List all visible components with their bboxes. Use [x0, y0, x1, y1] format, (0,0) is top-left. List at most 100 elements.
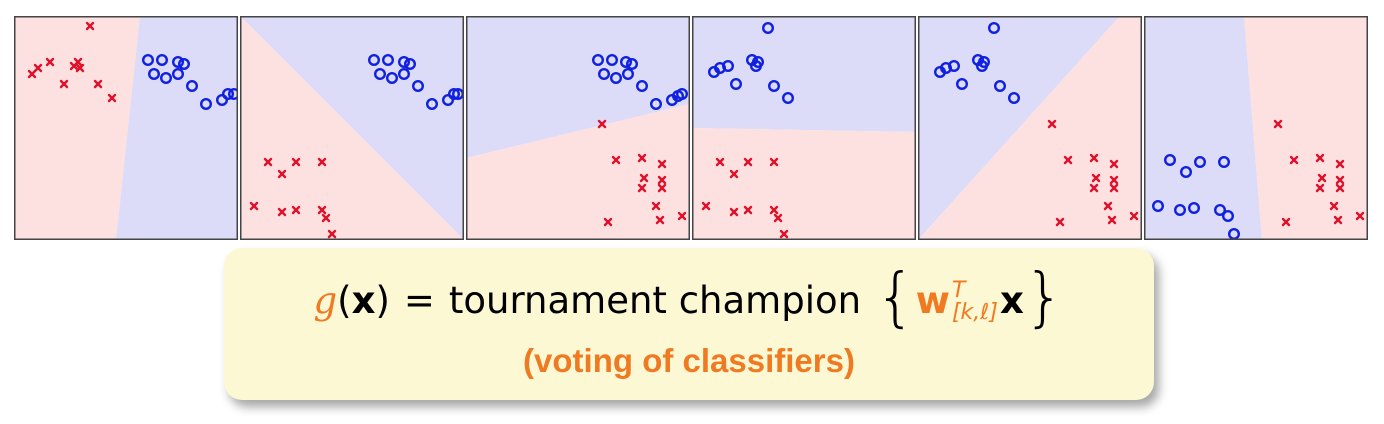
cross-point: [263, 157, 273, 167]
red-region: [918, 16, 1142, 240]
circle-point: [199, 97, 212, 110]
cross-point: [327, 229, 337, 239]
circle-point: [781, 91, 794, 104]
formula-x: x: [351, 278, 376, 322]
cross-point: [715, 157, 725, 167]
circle-point: [171, 56, 184, 69]
panel-5: [918, 16, 1142, 240]
blue-region: [692, 16, 916, 132]
circle-point: [1174, 203, 1187, 216]
circle-point: [1007, 91, 1020, 104]
circle-point: [1217, 155, 1230, 168]
cross-point: [1335, 159, 1345, 169]
circle-point: [381, 54, 394, 67]
circle-point: [171, 68, 184, 81]
circle-point: [605, 54, 618, 67]
formula-w-sup: T: [951, 278, 966, 303]
cross-point: [1273, 119, 1283, 129]
cross-point: [59, 79, 69, 89]
cross-point: [1315, 183, 1325, 193]
cross-point: [773, 213, 783, 223]
circle-point: [1194, 155, 1207, 168]
blue-region: [466, 16, 690, 158]
formula-paren-close: ): [375, 278, 390, 322]
cross-point: [321, 213, 331, 223]
circle-point: [730, 78, 743, 91]
circle-point: [761, 21, 774, 35]
circle-point: [159, 72, 172, 85]
circle-point: [397, 68, 410, 81]
cross-point: [1335, 175, 1345, 185]
formula-w-sub: [k,ℓ]: [951, 300, 998, 325]
cross-point: [1109, 159, 1119, 169]
cross-point: [291, 205, 301, 215]
cross-point: [769, 157, 779, 167]
circle-point: [141, 54, 154, 67]
cross-point: [277, 169, 287, 179]
cross-point: [1355, 211, 1365, 221]
cross-point: [729, 207, 739, 217]
circle-point: [411, 79, 424, 92]
red-region: [466, 104, 690, 240]
circle-point: [987, 21, 1000, 35]
circle-point: [625, 58, 638, 71]
cross-point: [743, 205, 753, 215]
circle-point: [1151, 199, 1165, 212]
formula-equals: =: [403, 278, 435, 322]
circle-point: [373, 68, 386, 81]
formula-paren-open: (: [337, 278, 352, 322]
cross-point: [1333, 215, 1343, 225]
cross-point: [1089, 153, 1099, 163]
circle-point: [1213, 203, 1226, 216]
formula-w: w: [915, 278, 950, 322]
panel-6: [1144, 16, 1368, 240]
cross-point: [107, 93, 117, 103]
panel-frame: [466, 16, 690, 240]
cross-point: [1091, 173, 1101, 183]
circle-point: [367, 54, 380, 67]
circle-point: [185, 79, 198, 92]
circle-point: [635, 79, 648, 92]
circle-point: [441, 93, 454, 106]
circle-point: [591, 54, 604, 67]
panel-1: [14, 16, 238, 240]
cross-point: [1129, 211, 1139, 221]
formula-caption: (voting of classifiers): [523, 342, 855, 379]
cross-point: [93, 79, 103, 89]
cross-point: [277, 207, 287, 217]
circle-point: [597, 68, 610, 81]
cross-point: [317, 205, 327, 215]
circle-point: [621, 68, 634, 81]
circle-point: [956, 78, 969, 91]
circle-point: [147, 68, 160, 81]
cross-point: [639, 173, 649, 183]
cross-point: [701, 201, 711, 211]
cross-point: [611, 155, 621, 165]
circle-point: [1188, 201, 1201, 214]
formula-box: g(x) = tournament champion { w T [k,ℓ] x } …: [224, 248, 1154, 400]
panel-frame: [240, 16, 464, 240]
cross-point: [1047, 119, 1057, 129]
cross-point: [769, 205, 779, 215]
cross-point: [655, 215, 665, 225]
classifier-panels: [14, 16, 1368, 242]
cross-point: [1335, 183, 1345, 193]
circle-point: [722, 60, 735, 73]
formula-equation: g(x) = tournament champion { w T [k,ℓ] x }: [224, 262, 1154, 338]
blue-region: [1144, 16, 1262, 240]
cross-point: [729, 169, 739, 179]
formula-g: g: [313, 278, 338, 322]
cross-point: [779, 229, 789, 239]
red-region: [14, 16, 140, 240]
cross-point: [1289, 155, 1299, 165]
formula-label: tournament champion: [448, 278, 862, 322]
cross-point: [637, 183, 647, 193]
cross-point: [291, 157, 301, 167]
cross-point: [1063, 155, 1073, 165]
cross-point: [75, 63, 85, 73]
cross-point: [743, 157, 753, 167]
circle-point: [1180, 165, 1193, 178]
cross-point: [657, 175, 667, 185]
cross-point: [1315, 153, 1325, 163]
cross-point: [73, 57, 83, 67]
